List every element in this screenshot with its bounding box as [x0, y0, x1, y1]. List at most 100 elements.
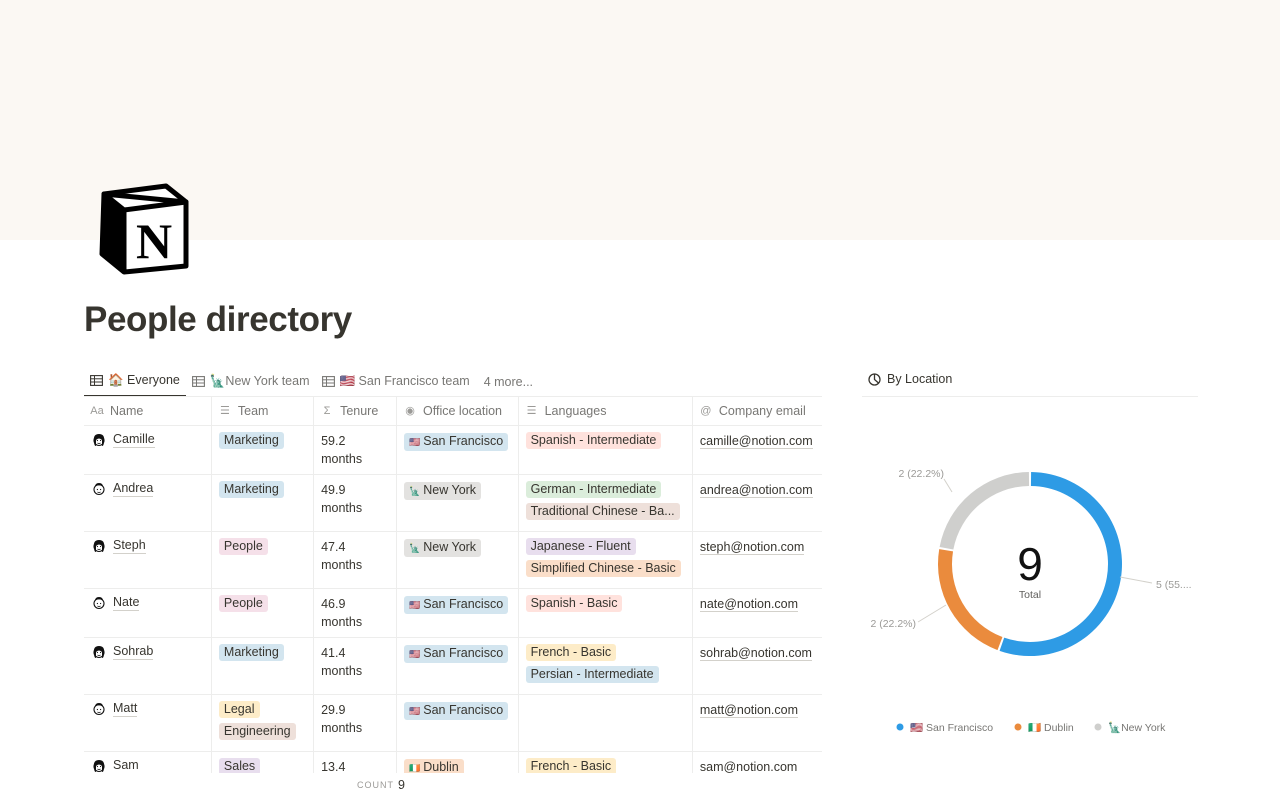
cell-tenure[interactable]: 47.4 months: [313, 531, 398, 589]
language-tag[interactable]: Spanish - Basic: [525, 594, 623, 612]
column-header-tenure[interactable]: Σ Tenure: [313, 397, 398, 426]
cell-name[interactable]: Sam: [84, 751, 212, 773]
email-link[interactable]: matt@notion.com: [699, 702, 799, 718]
cell-office[interactable]: 🇮🇪 Dublin: [396, 751, 519, 773]
office-tag[interactable]: 🇮🇪 Dublin: [404, 758, 464, 773]
table-row[interactable]: Sohrab Marketing 41.4 months 🇺🇸 San Francisc…: [84, 637, 822, 695]
cell-team[interactable]: Sales: [211, 751, 315, 773]
office-tag[interactable]: 🇺🇸 San Francisco: [404, 595, 509, 614]
cell-name[interactable]: Nate: [84, 588, 212, 638]
team-tag[interactable]: People: [218, 537, 268, 555]
person-name[interactable]: Sam: [113, 757, 139, 773]
person-name[interactable]: Steph: [113, 537, 146, 554]
cell-languages[interactable]: Spanish - Intermediate: [518, 425, 693, 475]
column-header-languages[interactable]: ☰ Languages: [518, 397, 693, 426]
cell-languages[interactable]: French - Basic: [518, 751, 693, 773]
cell-tenure[interactable]: 41.4 months: [313, 637, 398, 695]
cell-team[interactable]: Marketing: [211, 425, 315, 475]
team-tag[interactable]: Marketing: [218, 431, 284, 449]
cell-office[interactable]: 🇺🇸 San Francisco: [396, 694, 519, 752]
cell-team[interactable]: Marketing: [211, 637, 315, 695]
office-tag[interactable]: 🗽 New York: [404, 481, 482, 500]
team-tag[interactable]: Legal: [218, 700, 260, 718]
email-link[interactable]: andrea@notion.com: [699, 482, 813, 498]
person-name[interactable]: Matt: [113, 700, 138, 717]
cell-team[interactable]: Marketing: [211, 474, 315, 532]
table-row[interactable]: Sam Sales 13.4 months 🇮🇪Dublin French - Basi…: [84, 751, 822, 773]
donut-slice[interactable]: [938, 549, 1003, 651]
view-tab[interactable]: 🗽New York team: [186, 366, 316, 397]
person-name[interactable]: Camille: [113, 431, 155, 448]
cell-office[interactable]: 🇺🇸 San Francisco: [396, 425, 519, 475]
person-name[interactable]: Andrea: [113, 480, 154, 497]
cell-team[interactable]: People: [211, 588, 315, 638]
table-row[interactable]: Camille Marketing 59.2 months 🇺🇸 San Francis…: [84, 425, 822, 475]
cell-email[interactable]: andrea@notion.com: [692, 474, 822, 532]
office-tag[interactable]: 🗽 New York: [404, 538, 482, 557]
cell-email[interactable]: sohrab@notion.com: [692, 637, 822, 695]
column-header-name[interactable]: Aa Name: [84, 397, 212, 426]
language-tag[interactable]: Spanish - Intermediate: [525, 431, 662, 449]
cell-office[interactable]: 🇺🇸 San Francisco: [396, 588, 519, 638]
team-tag[interactable]: People: [218, 594, 268, 612]
cell-tenure[interactable]: 46.9 months: [313, 588, 398, 638]
table-row[interactable]: Steph People 47.4 months 🗽 New York Japanese …: [84, 531, 822, 589]
cell-office[interactable]: 🗽 New York: [396, 531, 519, 589]
cell-tenure[interactable]: 59.2 months: [313, 425, 398, 475]
cell-languages[interactable]: French - Basic Persian - Intermediate: [518, 637, 693, 695]
office-tag[interactable]: 🇺🇸 San Francisco: [404, 701, 509, 720]
cell-name[interactable]: Andrea: [84, 474, 212, 532]
cell-tenure[interactable]: 29.9 months: [313, 694, 398, 752]
more-views-button[interactable]: 4 more...: [483, 374, 534, 389]
email-link[interactable]: steph@notion.com: [699, 539, 805, 555]
chart-view-tab[interactable]: By Location: [862, 366, 1198, 397]
email-link[interactable]: sohrab@notion.com: [699, 645, 812, 661]
language-tag[interactable]: Traditional Chinese - Ba...: [525, 502, 680, 520]
table-row[interactable]: Matt Legal Engineering 29.9 months 🇺🇸 San Fra…: [84, 694, 822, 752]
language-tag[interactable]: German - Intermediate: [525, 480, 662, 498]
view-tab[interactable]: 🏠 Everyone: [84, 366, 186, 397]
email-link[interactable]: nate@notion.com: [699, 596, 799, 612]
cell-tenure[interactable]: 49.9 months: [313, 474, 398, 532]
donut-slice[interactable]: [939, 472, 1030, 550]
cell-languages[interactable]: Spanish - Basic: [518, 588, 693, 638]
team-tag[interactable]: Sales: [218, 757, 261, 773]
team-tag[interactable]: Engineering: [218, 722, 296, 740]
cell-name[interactable]: Sohrab: [84, 637, 212, 695]
legend-item-label[interactable]: 🗽New York: [1108, 721, 1166, 734]
language-tag[interactable]: Persian - Intermediate: [525, 665, 659, 683]
cell-name[interactable]: Steph: [84, 531, 212, 589]
language-tag[interactable]: Simplified Chinese - Basic: [525, 559, 681, 577]
cell-office[interactable]: 🇺🇸 San Francisco: [396, 637, 519, 695]
language-tag[interactable]: French - Basic: [525, 757, 617, 773]
cell-team[interactable]: People: [211, 531, 315, 589]
cell-team[interactable]: Legal Engineering: [211, 694, 315, 752]
language-tag[interactable]: Japanese - Fluent: [525, 537, 636, 555]
cell-email[interactable]: matt@notion.com: [692, 694, 822, 752]
email-link[interactable]: sam@notion.com: [699, 759, 798, 773]
office-tag[interactable]: 🇺🇸 San Francisco: [404, 644, 509, 663]
cell-email[interactable]: steph@notion.com: [692, 531, 822, 589]
table-row[interactable]: Nate People 46.9 months 🇺🇸 San Francisco Span…: [84, 588, 822, 638]
person-name[interactable]: Nate: [113, 594, 140, 611]
person-name[interactable]: Sohrab: [113, 643, 154, 660]
cell-name[interactable]: Matt: [84, 694, 212, 752]
cell-name[interactable]: Camille: [84, 425, 212, 475]
cell-languages[interactable]: Japanese - Fluent Simplified Chinese - Ba…: [518, 531, 693, 589]
cell-tenure[interactable]: 13.4 months: [313, 751, 398, 773]
team-tag[interactable]: Marketing: [218, 643, 284, 661]
column-header-team[interactable]: ☰ Team: [211, 397, 315, 426]
cell-email[interactable]: sam@notion.com: [692, 751, 822, 773]
table-row[interactable]: Andrea Marketing 49.9 months 🗽 New York Germa…: [84, 474, 822, 532]
column-header-office[interactable]: ◉ Office location: [396, 397, 519, 426]
view-tab[interactable]: 🇺🇸 San Francisco team: [316, 366, 476, 397]
legend-item-label[interactable]: 🇺🇸 San Francisco: [910, 722, 993, 734]
language-tag[interactable]: French - Basic: [525, 643, 617, 661]
cell-languages[interactable]: German - Intermediate Traditional Chinese…: [518, 474, 693, 532]
cell-languages[interactable]: [518, 694, 693, 752]
column-header-email[interactable]: @ Company email: [692, 397, 822, 426]
cell-email[interactable]: nate@notion.com: [692, 588, 822, 638]
cell-office[interactable]: 🗽 New York: [396, 474, 519, 532]
team-tag[interactable]: Marketing: [218, 480, 284, 498]
office-tag[interactable]: 🇺🇸 San Francisco: [404, 432, 509, 451]
